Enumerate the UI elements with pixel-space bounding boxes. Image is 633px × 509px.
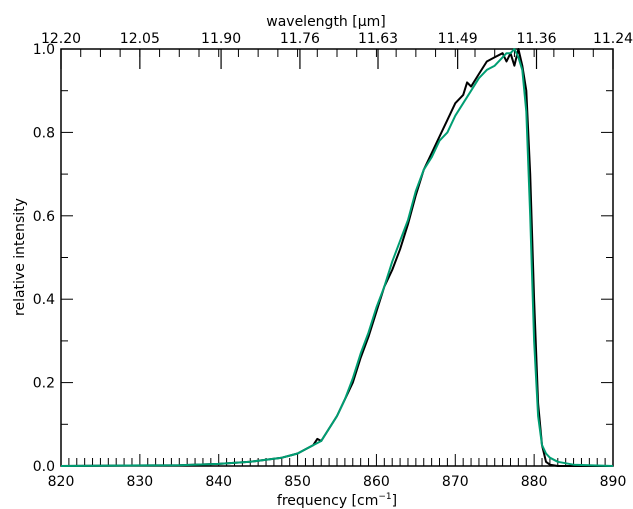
series-line-black (60, 48, 613, 467)
top-tick-label: 11.76 (280, 31, 320, 47)
top-tick-label: 11.63 (358, 31, 398, 47)
series-line-green (60, 48, 614, 467)
top-tick-label: 12.20 (41, 31, 81, 47)
x-axis-title-superscript: −1 (378, 492, 391, 502)
x-tick-label: 880 (521, 474, 548, 490)
series-layer (60, 48, 614, 467)
x-tick-label: 840 (205, 474, 232, 490)
tick-labels: 820 830 840 850 860 870 880 890 12.20 12.05 11.90 1… (33, 31, 633, 490)
x-tick-label: 850 (284, 474, 311, 490)
x-axis-title-suffix: ] (392, 493, 397, 509)
axis-ticks (60, 48, 614, 467)
top-axis-title: wavelength [µm] (266, 14, 385, 30)
top-tick-label: 12.05 (120, 31, 160, 47)
y-tick-label: 1.0 (33, 42, 55, 58)
x-tick-label: 870 (442, 474, 469, 490)
top-tick-label: 11.49 (438, 31, 478, 47)
y-tick-label: 0.0 (33, 459, 55, 475)
x-tick-label: 820 (48, 474, 75, 490)
y-tick-label: 0.6 (33, 209, 55, 225)
plot-frame (60, 48, 614, 467)
x-tick-label: 830 (126, 474, 153, 490)
top-tick-label: 11.90 (201, 31, 241, 47)
y-tick-label: 0.8 (33, 125, 55, 141)
y-axis-title: relative intensity (12, 198, 28, 316)
y-tick-label: 0.4 (33, 292, 55, 308)
x-tick-label: 860 (363, 474, 390, 490)
x-axis-title: frequency [cm−1] (277, 492, 397, 509)
y-tick-label: 0.2 (33, 376, 55, 392)
top-tick-label: 11.36 (516, 31, 556, 47)
x-tick-label: 890 (600, 474, 627, 490)
x-axis-title-main: frequency [cm (277, 493, 378, 509)
top-tick-label: 11.24 (593, 31, 633, 47)
